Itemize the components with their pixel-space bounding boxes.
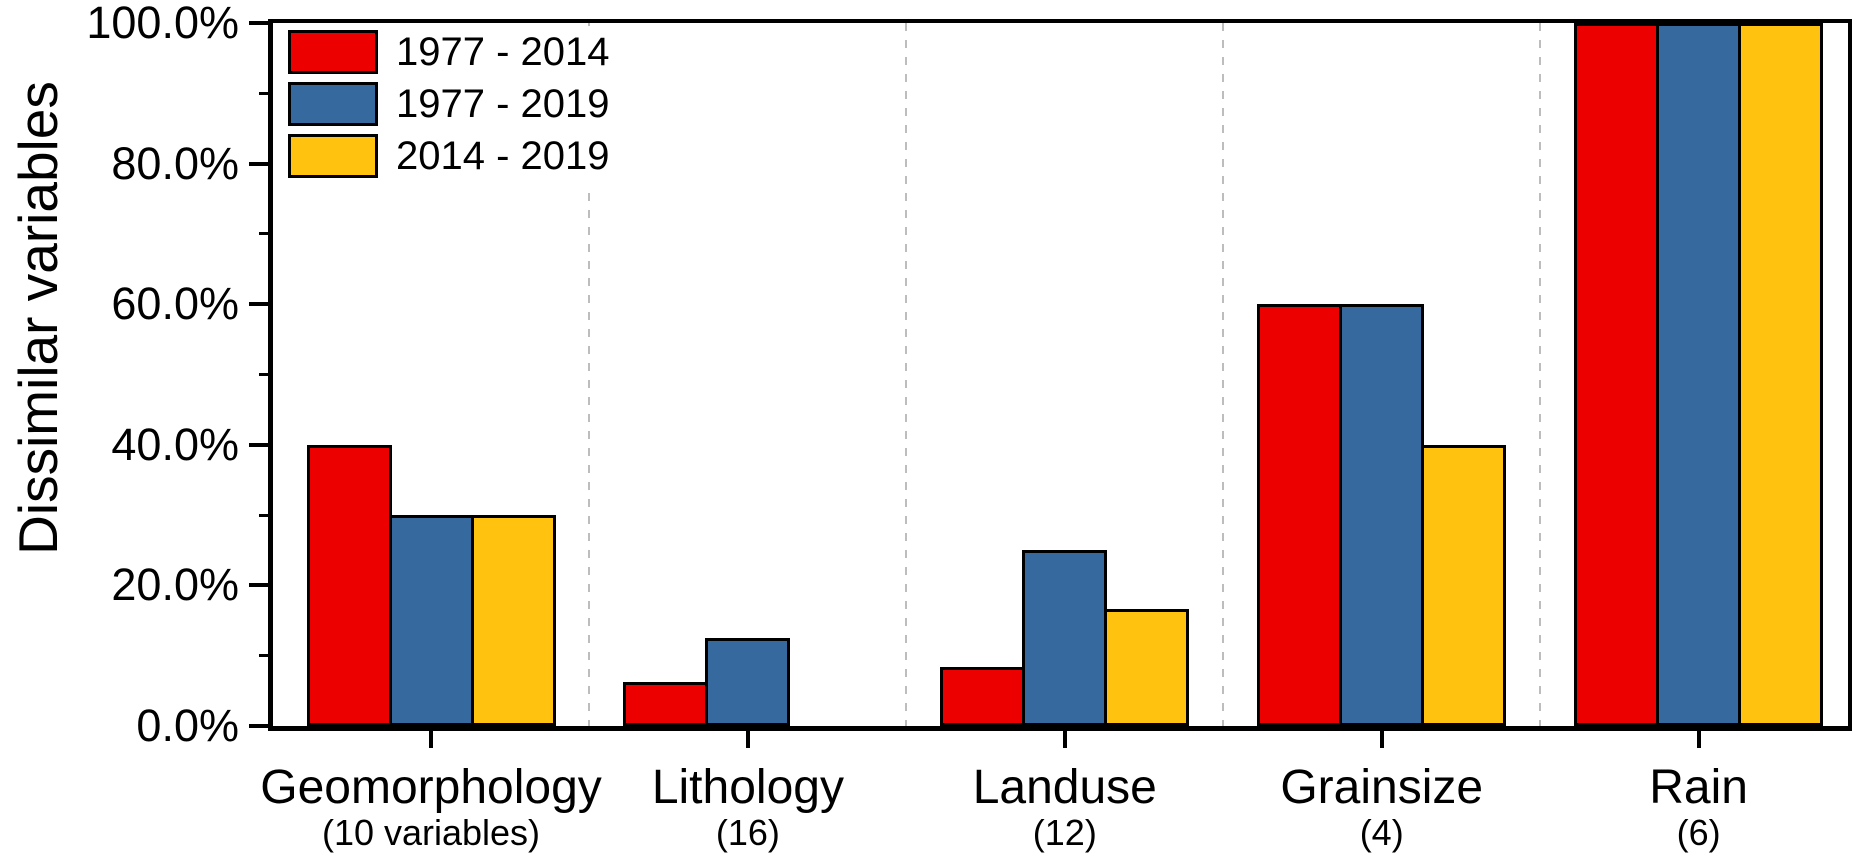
bar-grainsize-1977-2019 — [1339, 304, 1425, 726]
y-major-tick — [249, 442, 273, 447]
x-tick — [1696, 726, 1701, 748]
category-label: Lithology — [651, 761, 844, 814]
y-tick-label: 60.0% — [111, 278, 239, 330]
y-major-tick — [249, 583, 273, 588]
bar-landuse-1977-2014 — [940, 667, 1026, 726]
y-major-tick — [249, 724, 273, 728]
bar-geomorphology-1977-2019 — [388, 515, 474, 726]
category-separator — [588, 23, 591, 726]
bar-geomorphology-1977-2014 — [306, 444, 392, 726]
bar-lithology-1977-2014 — [623, 682, 709, 726]
legend-label: 1977 - 2014 — [396, 30, 610, 74]
bar-geomorphology-2014-2019 — [470, 515, 556, 726]
category-separator — [905, 23, 908, 726]
bar-lithology-1977-2019 — [705, 638, 791, 726]
category-label: Rain — [1649, 761, 1748, 814]
legend: 1977 - 2014 1977 - 2019 2014 - 2019 — [282, 26, 624, 184]
category-separator — [1222, 23, 1225, 726]
legend-item: 1977 - 2019 — [288, 82, 610, 126]
legend-label: 2014 - 2019 — [396, 134, 610, 178]
legend-swatch-2014-2019 — [288, 134, 378, 178]
legend-swatch-1977-2014 — [288, 30, 378, 74]
y-major-tick — [249, 302, 273, 307]
category-sublabel: (12) — [1032, 812, 1097, 853]
x-tick — [745, 726, 750, 748]
y-minor-tick — [259, 373, 273, 376]
legend-item: 2014 - 2019 — [288, 134, 610, 178]
bar-grainsize-1977-2014 — [1257, 304, 1343, 726]
category-sublabel: (10 variables) — [321, 812, 541, 853]
bar-rain-1977-2019 — [1656, 23, 1742, 726]
bar-rain-2014-2019 — [1738, 23, 1824, 726]
category-sublabel: (6) — [1676, 812, 1721, 853]
legend-label: 1977 - 2019 — [396, 82, 610, 126]
x-tick — [1062, 726, 1067, 748]
y-minor-tick — [259, 654, 273, 658]
y-tick-label: 40.0% — [111, 418, 239, 470]
y-tick-label: 20.0% — [111, 559, 239, 611]
y-minor-tick — [259, 513, 273, 517]
bar-rain-1977-2014 — [1574, 23, 1660, 726]
category-label: Landuse — [972, 761, 1157, 814]
y-minor-tick — [259, 91, 273, 95]
y-tick-label: 80.0% — [111, 137, 239, 189]
category-sublabel: (16) — [715, 812, 780, 853]
x-tick — [1379, 726, 1384, 748]
y-tick-label: 100.0% — [86, 0, 239, 48]
category-separator — [1539, 23, 1542, 726]
legend-swatch-1977-2019 — [288, 82, 378, 126]
y-major-tick — [249, 161, 273, 166]
legend-item: 1977 - 2014 — [288, 30, 610, 74]
category-label: Grainsize — [1280, 761, 1484, 814]
y-major-tick — [249, 21, 273, 25]
y-tick-label: 0.0% — [136, 700, 239, 751]
y-minor-tick — [259, 232, 273, 236]
bar-landuse-2014-2019 — [1104, 608, 1190, 726]
category-sublabel: (4) — [1359, 812, 1404, 853]
category-label: Geomorphology — [260, 761, 602, 814]
x-tick — [429, 726, 433, 748]
bar-landuse-1977-2019 — [1022, 550, 1108, 726]
bar-grainsize-2014-2019 — [1421, 444, 1507, 726]
